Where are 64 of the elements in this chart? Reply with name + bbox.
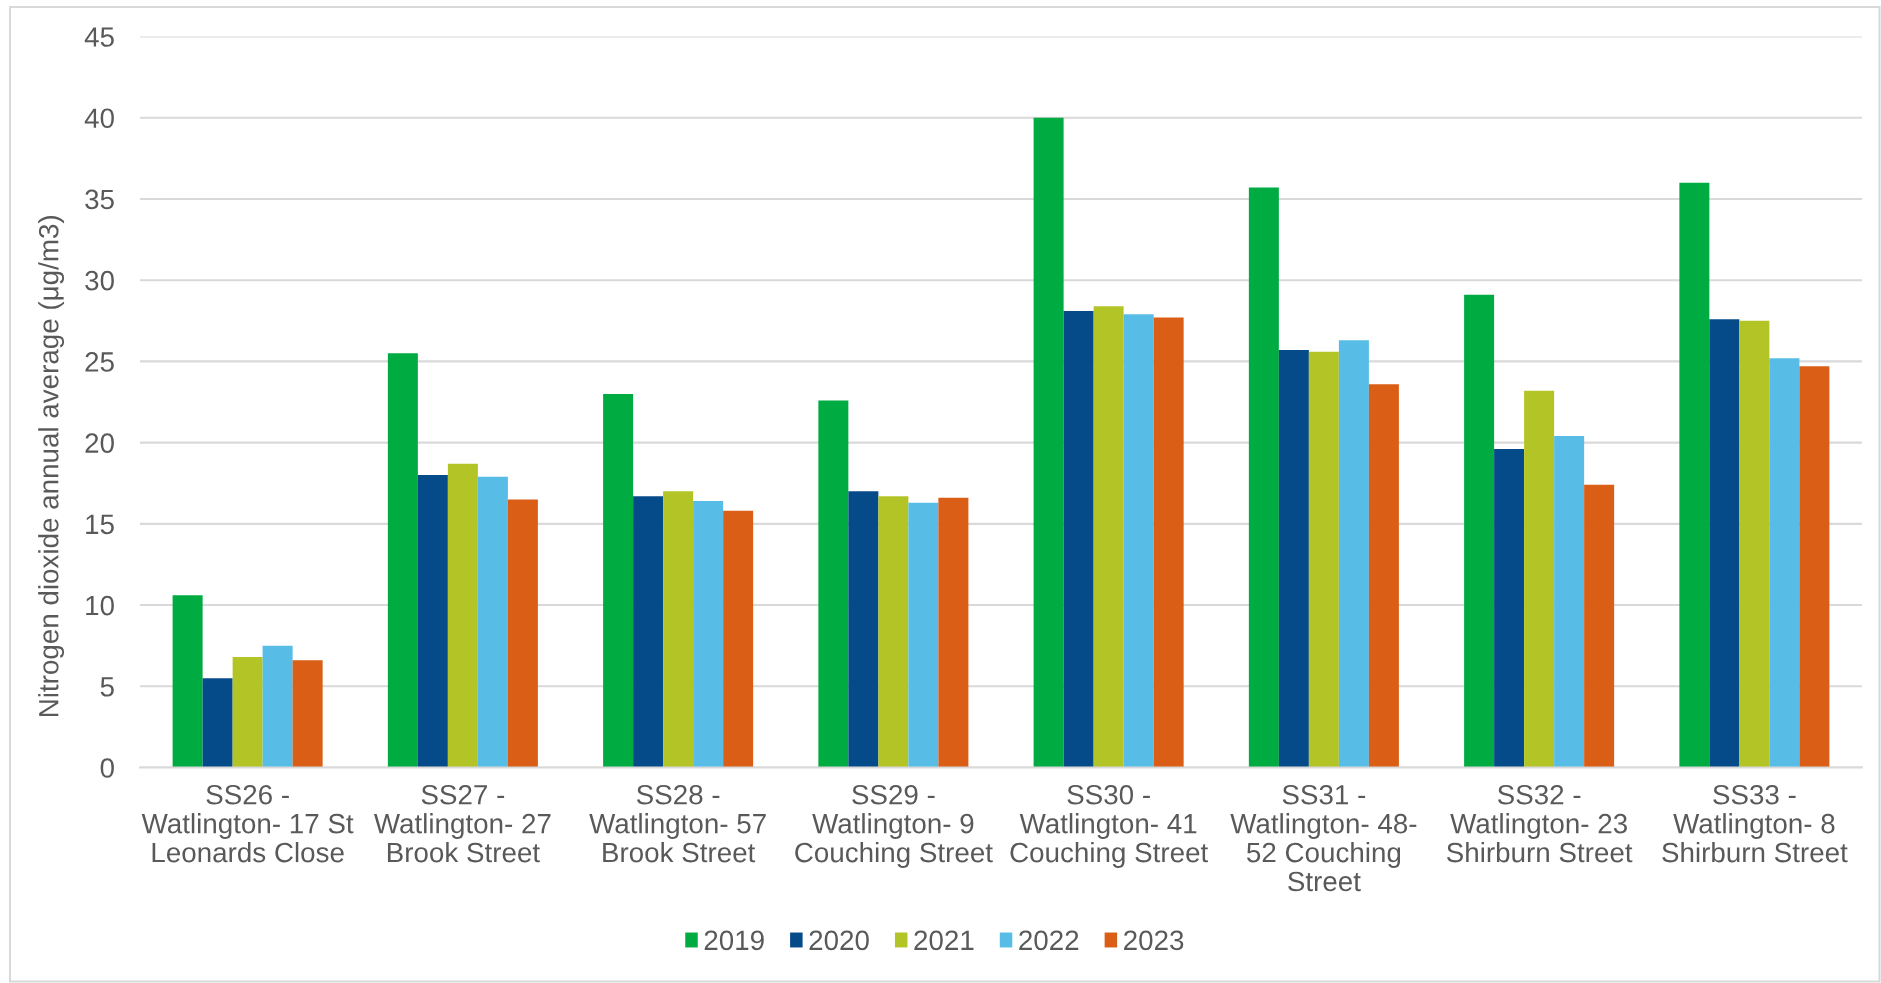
legend-label: 2019 [704,930,764,951]
y-tick-label: 15 [86,514,114,535]
x-tick-label: SS28 - Watlington- 57 Brook Street [589,784,766,863]
bar [262,645,293,768]
y-axis-title: Nitrogen dioxide annual average (μg/m3) [38,216,65,716]
bar [172,595,203,768]
bar [693,501,724,768]
x-tick-label: SS31 - Watlington- 48-52 Couching Street [1230,784,1417,892]
bar [1554,436,1585,768]
bar [1248,187,1279,768]
bar [1679,182,1710,768]
y-tick-label: 0 [100,758,114,778]
bar [938,497,969,768]
bar [232,657,263,768]
legend-label: 2020 [809,930,869,951]
x-tick-label: SS26 - Watlington- 17 St Leonards Close [141,784,354,863]
y-tick-label: 45 [84,27,114,47]
bar [292,660,323,768]
bar [1524,390,1555,768]
y-tick-label: 5 [100,677,114,697]
bar [663,491,694,768]
bar [1739,320,1770,768]
bar [1063,311,1094,768]
bar [387,353,418,768]
x-tick-label: SS33 - Watlington- 8 Shirburn Street [1662,784,1848,863]
bar [818,400,849,768]
bar [1093,306,1124,768]
bar [1153,317,1184,768]
y-tick-label: 10 [86,595,114,616]
y-tick-label: 30 [85,270,114,291]
bar [1308,351,1339,768]
y-tick-label: 25 [85,352,114,372]
legend-label: 2022 [1019,930,1079,951]
bar [507,499,538,768]
bar [723,510,754,768]
bar [1799,366,1830,768]
bar [1584,484,1615,768]
y-tick-label: 35 [85,189,114,210]
bar [417,475,448,768]
bar [1338,340,1369,768]
bar [633,496,664,768]
bar [202,678,233,768]
y-tick-label: 40 [84,108,114,129]
bar [1278,350,1309,768]
legend-label: 2023 [1124,930,1184,951]
x-tick-label: SS29 - Watlington- 9 Couching Street [795,784,993,868]
bar [1123,314,1154,768]
bar [477,476,508,768]
bar [848,491,879,768]
y-tick-label: 20 [85,433,114,453]
x-tick-label: SS32 - Watlington- 23 Shirburn Street [1446,784,1633,863]
bar [1464,294,1495,768]
bar [1709,319,1740,768]
bar [1368,384,1399,768]
bar [603,393,634,768]
bar [908,502,939,768]
bar [1769,358,1800,768]
bar [1033,117,1064,768]
x-tick-label: SS30 - Watlington- 41 Couching Street [1010,784,1209,868]
bar [1494,449,1525,768]
x-tick-label: SS27 - Watlington- 27 Brook Street [373,784,551,863]
legend-label: 2021 [914,930,974,951]
bar [878,496,909,768]
bar [447,463,478,768]
